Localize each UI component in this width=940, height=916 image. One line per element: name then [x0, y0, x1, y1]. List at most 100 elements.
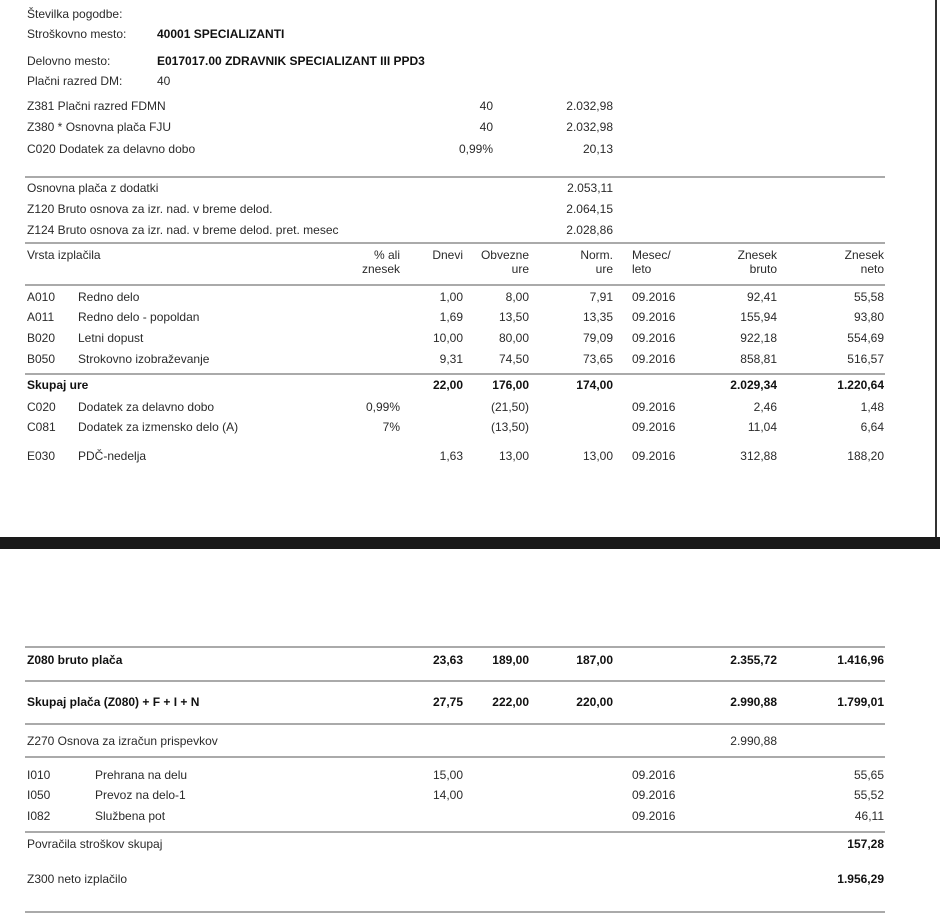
- cell: 2.990,88: [730, 695, 777, 709]
- cell: 922,18: [740, 331, 777, 345]
- column-header: Mesec/: [632, 248, 671, 262]
- cell: 92,41: [747, 290, 777, 304]
- cell: Dodatek za delavno dobo: [78, 400, 214, 414]
- cell: 0,99%: [366, 400, 400, 414]
- cell: Skupaj plača (Z080) + F + I + N: [27, 695, 199, 709]
- cell: 1,69: [440, 310, 464, 324]
- cell: C081: [27, 420, 56, 434]
- cell: 22,00: [433, 378, 463, 392]
- cell: 46,11: [855, 809, 884, 823]
- cell: I010: [27, 768, 51, 782]
- cell: 09.2016: [632, 788, 676, 802]
- cell: 13,00: [583, 449, 613, 463]
- cell: 13,35: [583, 310, 613, 324]
- cell: 1.220,64: [837, 378, 884, 392]
- field-value: 40001 SPECIALIZANTI: [157, 27, 284, 41]
- field-label: Delovno mesto:: [27, 54, 110, 68]
- cell: 1,00: [440, 290, 464, 304]
- basis-amount: 2.032,98: [566, 99, 613, 113]
- cell: Strokovno izobraževanje: [78, 352, 210, 366]
- cell: 13,00: [499, 449, 529, 463]
- column-header: % ali: [374, 248, 400, 262]
- cell: 176,00: [492, 378, 529, 392]
- cell: 312,88: [740, 449, 777, 463]
- basis-label: Z381 Plačni razred FDMN: [27, 99, 166, 113]
- cell: 174,00: [576, 378, 613, 392]
- cell: 516,57: [847, 352, 884, 366]
- cell: 23,63: [433, 653, 463, 667]
- cell: A011: [27, 310, 54, 324]
- basis-label: C020 Dodatek za delavno dobo: [27, 142, 195, 156]
- cell: 1.799,01: [837, 695, 884, 709]
- column-header: Vrsta izplačila: [27, 248, 101, 262]
- cell: 14,00: [433, 788, 463, 802]
- cell: 27,75: [433, 695, 463, 709]
- cell: 155,94: [740, 310, 777, 324]
- cell: Letni dopust: [78, 331, 144, 345]
- cell: 188,20: [847, 449, 884, 463]
- column-header: Dnevi: [432, 248, 463, 262]
- cell: PDČ-nedelja: [78, 448, 146, 463]
- basis-qty: 0,99%: [459, 142, 493, 156]
- summary-label: Z124 Bruto osnova za izr. nad. v breme d…: [27, 223, 339, 237]
- basis-label: Z380 * Osnovna plača FJU: [27, 120, 171, 134]
- column-header: znesek: [362, 262, 401, 276]
- cell: 73,65: [583, 352, 613, 366]
- cell: 09.2016: [632, 331, 676, 345]
- cell: 222,00: [492, 695, 529, 709]
- cell: E030: [27, 449, 55, 463]
- cell: 55,65: [854, 768, 884, 782]
- cell: 74,50: [499, 352, 529, 366]
- cell: Prehrana na delu: [95, 768, 187, 782]
- column-header: neto: [861, 262, 885, 276]
- cell: Povračila stroškov skupaj: [27, 837, 162, 851]
- field-value: 40: [157, 74, 171, 88]
- column-header: ure: [596, 262, 614, 276]
- cell: 09.2016: [632, 768, 676, 782]
- cell: Prevoz na delo-1: [95, 788, 186, 802]
- field-label: Stroškovno mesto:: [27, 27, 126, 41]
- cell: I082: [27, 809, 51, 823]
- summary-label: Z120 Bruto osnova za izr. nad. v breme d…: [27, 202, 272, 216]
- column-header: Norm.: [580, 248, 613, 262]
- cell: Redno delo: [78, 290, 140, 304]
- cell: Službena pot: [95, 809, 166, 823]
- cell: 13,50: [499, 310, 529, 324]
- cell: 09.2016: [632, 310, 676, 324]
- cell: 09.2016: [632, 420, 676, 434]
- cell: 2,46: [754, 400, 778, 414]
- summary-amount: 2.064,15: [566, 202, 613, 216]
- cell: 79,09: [583, 331, 613, 345]
- cell: 2.355,72: [730, 653, 777, 667]
- cell: 2.029,34: [730, 378, 777, 392]
- column-header: ure: [512, 262, 530, 276]
- cell: 10,00: [433, 331, 463, 345]
- cell: 09.2016: [632, 290, 676, 304]
- cell: 220,00: [576, 695, 613, 709]
- cell: 09.2016: [632, 809, 676, 823]
- cell: C020: [27, 400, 56, 414]
- cell: Z300 neto izplačilo: [27, 872, 127, 886]
- cell: Z080 bruto plača: [27, 653, 123, 667]
- cell: 858,81: [740, 352, 777, 366]
- cell: B050: [27, 352, 55, 366]
- cell: Skupaj ure: [27, 378, 89, 392]
- cell: 189,00: [492, 653, 529, 667]
- cell: 1.956,29: [837, 872, 884, 886]
- cell: 93,80: [854, 310, 884, 324]
- summary-label: Osnovna plača z dodatki: [27, 181, 158, 195]
- cell: (21,50): [491, 400, 529, 414]
- column-header: Znesek: [845, 248, 885, 262]
- cell: 187,00: [576, 653, 613, 667]
- cell: 80,00: [499, 331, 529, 345]
- cell: 2.990,88: [730, 734, 777, 748]
- cell: 1,63: [440, 449, 464, 463]
- cell: 554,69: [847, 331, 884, 345]
- column-header: Obvezne: [481, 248, 529, 262]
- field-label: Številka pogodbe:: [27, 6, 122, 21]
- basis-qty: 40: [480, 120, 494, 134]
- cell: Dodatek za izmensko delo (A): [78, 420, 238, 434]
- cell: 55,52: [854, 788, 884, 802]
- cell: Z270 Osnova za izračun prispevkov: [27, 734, 218, 748]
- cell: I050: [27, 788, 51, 802]
